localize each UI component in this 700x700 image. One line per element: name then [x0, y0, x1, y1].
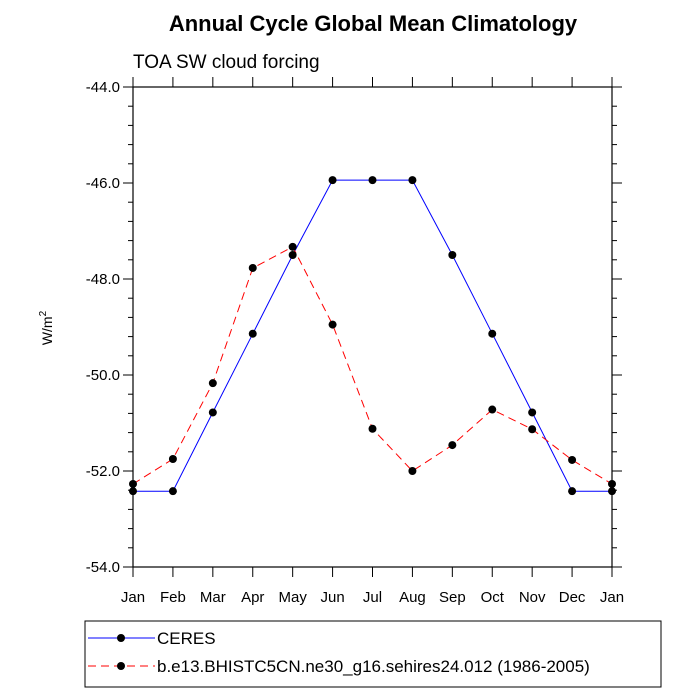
x-tick-label: Jul — [363, 589, 382, 606]
series-2-point — [248, 263, 257, 272]
y-tick-label: -52.0 — [86, 463, 120, 480]
x-tick-label: Mar — [200, 589, 226, 606]
series-2-point — [408, 467, 417, 475]
series-line-2 — [132, 246, 613, 485]
series-2-point — [568, 455, 577, 464]
x-tick-label: Dec — [559, 589, 586, 606]
x-tick-label: Apr — [241, 589, 264, 606]
y-tick-label: -44.0 — [86, 79, 120, 96]
y-axis-label: W/m2 — [38, 310, 55, 345]
axis-ticks — [123, 77, 622, 577]
series-1-point — [248, 329, 257, 338]
series-2-point — [168, 455, 177, 463]
x-tick-label: Jan — [600, 589, 624, 606]
x-tick-label: Aug — [399, 589, 426, 606]
series-1-point — [408, 176, 417, 185]
series-layer — [129, 176, 616, 496]
series-1-point — [288, 251, 297, 259]
chart-subtitle: TOA SW cloud forcing — [133, 52, 320, 73]
series-1-point — [608, 487, 616, 496]
x-tick-label: Sep — [439, 589, 466, 606]
series-2-point — [448, 441, 457, 450]
x-tick-labels: Jan Feb Mar Apr May Jun Jul Aug Sep Oct Nov Dec Jan — [121, 589, 624, 606]
y-tick-label: -48.0 — [86, 271, 120, 288]
series-1-point — [528, 408, 537, 417]
y-axis-label-base: W/m — [39, 316, 55, 345]
series-1-point — [129, 487, 137, 496]
series-2-point — [328, 320, 337, 329]
series-2-point — [288, 242, 297, 251]
series-2-point — [129, 479, 137, 488]
series-1-point — [208, 408, 217, 417]
series-2-point — [488, 405, 497, 414]
series-2-point — [528, 425, 537, 434]
series-1-point — [368, 176, 377, 185]
series-1-point — [488, 329, 497, 338]
y-tick-label: -54.0 — [86, 559, 120, 576]
series-line-1 — [133, 179, 612, 492]
series-1-point — [168, 487, 177, 496]
chart-title: Annual Cycle Global Mean Climatology — [169, 11, 578, 36]
y-tick-label: -46.0 — [86, 175, 120, 192]
series-2-point — [368, 424, 377, 433]
series-1-point — [448, 251, 457, 259]
series-2-point — [208, 379, 217, 388]
legend-marker-2 — [117, 662, 125, 670]
x-tick-label: Jan — [121, 589, 145, 606]
x-tick-label: Jun — [320, 589, 344, 606]
series-2-point — [608, 479, 616, 488]
series-1-point — [328, 176, 337, 185]
y-axis-label-superscript: 2 — [38, 310, 49, 316]
legend-items: CERES b.e13.BHISTC5CN.ne30_g16.sehires24.… — [88, 629, 590, 676]
plot-frame — [132, 86, 613, 568]
legend-label-1: CERES — [157, 629, 216, 648]
legend-marker-1 — [117, 634, 125, 642]
legend-label-2: b.e13.BHISTC5CN.ne30_g16.sehires24.012 (… — [157, 657, 590, 676]
x-tick-label: May — [278, 589, 307, 606]
x-tick-label: Nov — [519, 589, 546, 606]
x-tick-label: Oct — [481, 589, 505, 606]
y-tick-label: -50.0 — [86, 367, 120, 384]
series-1-point — [568, 487, 577, 496]
legend-box — [84, 620, 662, 688]
legend: CERES b.e13.BHISTC5CN.ne30_g16.sehires24.… — [84, 620, 662, 688]
x-tick-label: Feb — [160, 589, 186, 606]
y-tick-labels: -54.0 -52.0 -50.0 -48.0 -46.0 -44.0 — [86, 79, 120, 576]
